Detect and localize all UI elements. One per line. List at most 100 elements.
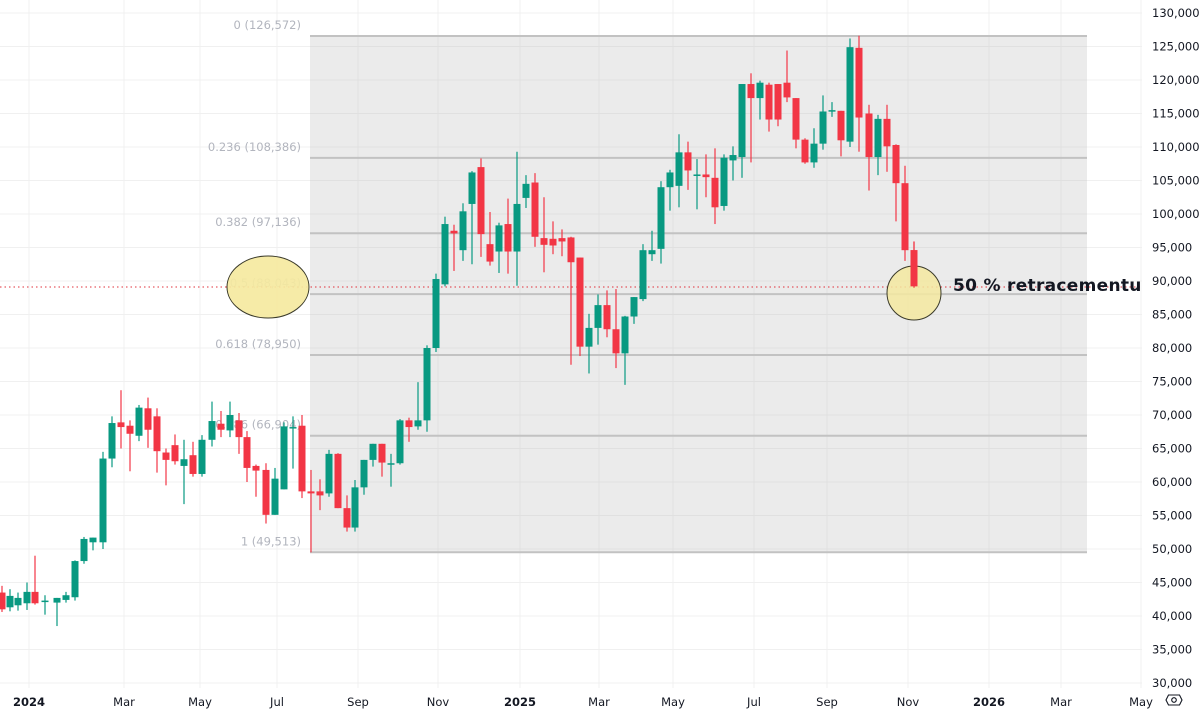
- candle: [387, 453, 395, 487]
- time-tick: May: [1129, 695, 1153, 709]
- candle: [865, 104, 873, 191]
- highlight-ellipse-fib-0.5[interactable]: [226, 255, 310, 319]
- candle: [513, 151, 521, 286]
- candle: [180, 439, 188, 505]
- candle: [307, 469, 315, 553]
- candle: [630, 297, 638, 324]
- fib-label-0.382: 0.382 (97,136): [215, 215, 301, 229]
- candle: [747, 73, 755, 163]
- price-tick: 85,000: [1152, 308, 1192, 322]
- candle: [819, 95, 827, 150]
- candle: [235, 412, 243, 454]
- time-tick: May: [188, 695, 212, 709]
- candle: [171, 434, 179, 465]
- candle: [23, 582, 31, 610]
- candle: [621, 315, 629, 385]
- time-tick: Mar: [588, 695, 610, 709]
- candle: [289, 416, 297, 469]
- candle: [477, 158, 485, 257]
- candles: [0, 35, 918, 627]
- candle: [162, 448, 170, 486]
- candle: [846, 38, 854, 147]
- candle: [711, 148, 719, 225]
- time-tick: Jul: [269, 695, 284, 709]
- candle: [262, 463, 270, 524]
- price-tick: 70,000: [1152, 408, 1192, 422]
- fib-label-0: 0 (126,572): [233, 18, 301, 32]
- price-axis[interactable]: 130,000 125,000 120,000 115,000 110,000 105,0…: [1142, 0, 1201, 713]
- candle: [71, 560, 79, 601]
- price-tick: 100,000: [1152, 207, 1200, 221]
- candle: [459, 203, 467, 261]
- candle: [6, 589, 14, 612]
- time-tick: Jul: [746, 695, 761, 709]
- candle: [756, 80, 764, 120]
- candle: [53, 597, 61, 627]
- time-tick: 2024: [13, 695, 45, 709]
- fib-zone-grid: [310, 36, 1087, 553]
- candle: [874, 114, 882, 176]
- time-tick: Nov: [897, 695, 920, 709]
- candle: [639, 244, 647, 302]
- price-tick: 60,000: [1152, 475, 1192, 489]
- candle: [558, 229, 566, 257]
- candle: [801, 138, 809, 164]
- candle: [567, 236, 575, 365]
- time-tick: Sep: [347, 695, 369, 709]
- candle: [280, 422, 288, 490]
- candle: [432, 273, 440, 353]
- candle: [810, 128, 818, 168]
- time-tick: Nov: [427, 695, 450, 709]
- candle: [153, 408, 161, 473]
- candle: [693, 159, 701, 210]
- candle: [774, 84, 782, 127]
- candle: [189, 441, 197, 477]
- price-tick: 130,000: [1152, 6, 1200, 20]
- candle: [135, 404, 143, 442]
- candle: [531, 173, 539, 247]
- candle: [252, 464, 260, 497]
- candle: [334, 453, 342, 509]
- candle: [837, 110, 845, 157]
- candle: [226, 401, 234, 438]
- time-axis[interactable]: 2024 Mar May Jul Sep Nov 2025 Mar May Jul Sep Nov 20…: [0, 688, 1153, 713]
- candle: [414, 382, 422, 430]
- candle: [549, 221, 557, 255]
- candle: [378, 443, 386, 477]
- price-tick: 65,000: [1152, 442, 1192, 456]
- candle: [0, 585, 6, 612]
- candle: [468, 171, 476, 265]
- candle: [765, 82, 773, 132]
- candle: [450, 224, 458, 271]
- candle: [316, 479, 324, 511]
- candle: [325, 449, 333, 497]
- time-tick: 2026: [973, 695, 1005, 709]
- candle: [80, 536, 88, 564]
- price-tick: 40,000: [1152, 609, 1192, 623]
- candle: [540, 197, 548, 273]
- annotation-label[interactable]: 50 % retracementu: [953, 276, 1142, 296]
- settings-gear-icon[interactable]: [1165, 694, 1183, 706]
- candle: [792, 98, 800, 149]
- candle: [108, 416, 116, 468]
- candle: [351, 479, 359, 532]
- candle: [603, 290, 611, 338]
- candle: [783, 50, 791, 103]
- candle: [504, 198, 512, 274]
- candle: [522, 175, 530, 208]
- candle: [855, 35, 863, 152]
- candle: [405, 417, 413, 442]
- candle: [666, 169, 674, 211]
- candle: [31, 555, 39, 605]
- time-tick: Mar: [1050, 695, 1072, 709]
- last-candle-overlay: [910, 241, 918, 288]
- price-tick: 110,000: [1152, 140, 1200, 154]
- candle: [720, 154, 728, 211]
- candle: [828, 102, 836, 117]
- candle: [343, 495, 351, 532]
- candle: [369, 443, 377, 467]
- candle: [675, 134, 683, 208]
- time-tick: 2025: [504, 695, 536, 709]
